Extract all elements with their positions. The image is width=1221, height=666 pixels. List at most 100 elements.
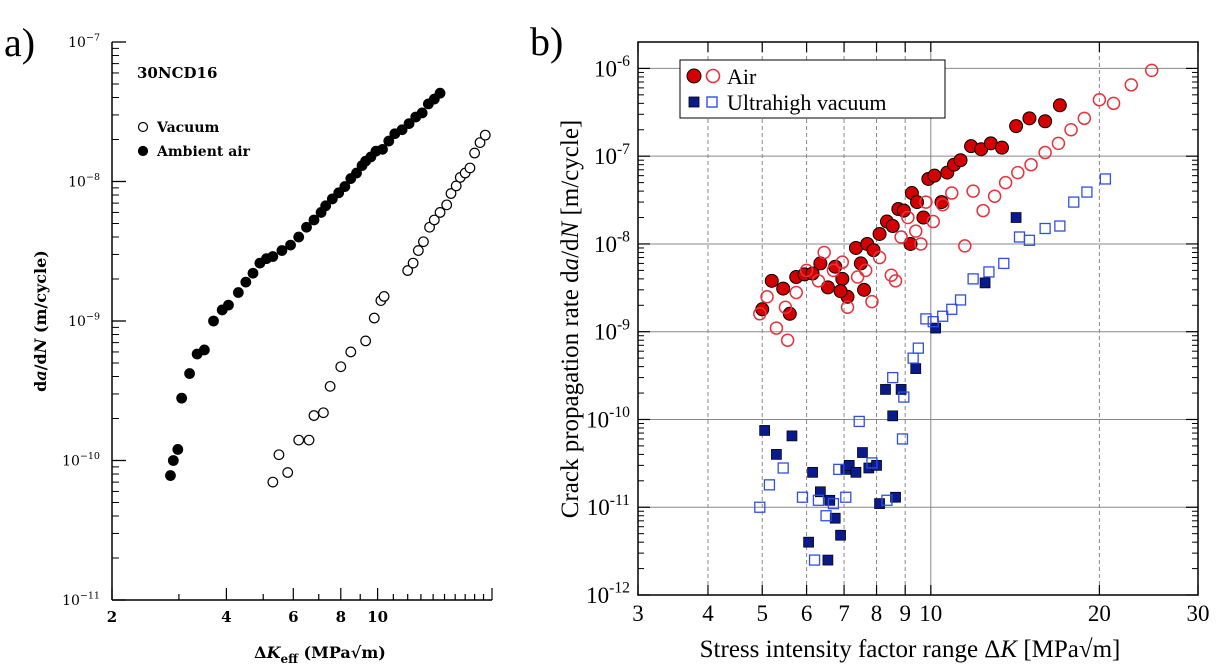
panel-a-point-vacuum: [418, 236, 429, 248]
panel-b-point-air-open: [850, 270, 865, 284]
panel-b-x-tick-label: 20: [1088, 601, 1111, 626]
panel-b-point-air-open: [1092, 92, 1107, 107]
panel-b-point-vacuum-filled: [829, 512, 841, 524]
panel-a-x-tick-label: 6: [288, 608, 298, 626]
panel-b-x-label: Stress intensity factor range ΔK [MPa√m]: [700, 636, 1121, 663]
panel-b-point-air-open: [998, 175, 1013, 190]
panel-b-point-air-open: [858, 263, 873, 278]
panel-b-point-air-open: [945, 186, 959, 200]
panel-a-point-ambient-air: [383, 135, 395, 147]
panel-b-point-air-open: [888, 274, 903, 288]
panel-b-point-vacuum-open: [1099, 173, 1112, 185]
panel-a-point-vacuum: [464, 162, 476, 174]
panel-a-letter: a): [4, 20, 35, 65]
panel-a-point-ambient-air: [232, 287, 244, 298]
panel-b-x-ticks: 3 4 5 6 7 8 9 10 20 30: [632, 42, 1210, 626]
panel-b-point-air-open: [909, 224, 923, 238]
panel-a-point-ambient-air: [176, 392, 188, 404]
panel-b-point-air-filled: [1022, 111, 1037, 126]
panel-b-y-tick-label: 10-10: [586, 404, 630, 432]
panel-b-point-air-filled: [872, 226, 887, 241]
panel-b-point-vacuum-filled: [786, 430, 798, 442]
panel-a-point-vacuum: [317, 407, 329, 419]
panel-a-point-vacuum: [345, 346, 357, 358]
panel-a-point-ambient-air: [293, 231, 305, 243]
panel-b-point-air-filled: [903, 236, 918, 251]
panel-b-point-vacuum-filled: [850, 466, 862, 478]
panel-b-point-air-open: [987, 189, 1002, 203]
panel-b-point-vacuum-open: [812, 494, 825, 506]
panel-b-point-vacuum-filled: [857, 447, 868, 458]
panel-b-point-vacuum-open: [998, 257, 1010, 270]
panel-b-point-air-filled: [953, 153, 968, 168]
panel-b-point-vacuum-open: [946, 303, 958, 315]
panel-b-point-vacuum-open: [763, 479, 776, 491]
panel-b-point-vacuum-filled: [759, 425, 771, 436]
panel-b-point-air-open: [1051, 136, 1066, 151]
panel-b-point-vacuum-open: [820, 510, 832, 522]
panel-a-point-vacuum: [267, 476, 279, 488]
panel-b-point-vacuum-filled: [930, 322, 941, 334]
panel-b-point-air-open: [1011, 165, 1025, 180]
panel-b-point-air-open: [789, 285, 803, 300]
panel-a-point-ambient-air: [416, 107, 428, 119]
panel-b-x-tick-label: 4: [702, 601, 714, 626]
panel-b-point-air-filled: [896, 203, 911, 218]
panel-a-x-tick-label: 10: [367, 608, 388, 626]
panel-b-point-air-open: [780, 333, 795, 347]
panel-b-point-air-open: [826, 263, 841, 278]
panel-b-point-vacuum-filled: [887, 410, 899, 422]
panel-a-y-tick-label: 10−7: [68, 33, 100, 51]
panel-b-point-vacuum-open: [1054, 220, 1066, 232]
panel-b-point-air-filled: [782, 306, 797, 321]
panel-b-point-vacuum-open: [777, 462, 789, 474]
panel-b-point-air-open: [1144, 63, 1159, 78]
panel-b-point-vacuum-open: [754, 501, 766, 513]
panel-b-point-air-filled: [833, 284, 848, 299]
panel-b-legend-vacuum: Ultrahigh vacuum: [727, 90, 886, 115]
panel-a-point-ambient-air: [377, 143, 388, 155]
panel-a-point-ambient-air: [285, 239, 296, 251]
panel-a-point-vacuum: [434, 207, 446, 218]
panel-a-x-tick-label: 4: [221, 608, 231, 626]
panel-b-point-air-filled: [1038, 114, 1053, 129]
panel-a-y-ticks: 10−7 10−8 10−9 10−10 10−11: [62, 33, 126, 609]
panel-a-point-ambient-air: [167, 455, 179, 466]
panel-b-point-vacuum-open: [1013, 231, 1026, 243]
panel-a-x-label: ΔKeff (MPa√m): [254, 643, 386, 666]
panel-a-legend-vacuum-marker: [137, 121, 149, 133]
panel-b-point-vacuum-filled: [1010, 212, 1022, 223]
panel-b-point-vacuum-open: [853, 415, 865, 428]
panel-b-point-air-open: [935, 197, 950, 212]
panel-a: a) 10−7 10−8 10−9 10−10 10−11 2 4 6 8 10 30NCD16…: [4, 20, 493, 666]
panel-b-point-vacuum-filled: [874, 498, 885, 509]
panel-a-point-vacuum: [282, 467, 294, 478]
panel-a-point-ambient-air: [434, 87, 446, 99]
panel-b-point-air-open: [840, 300, 855, 314]
panel-b-point-air-open: [1024, 157, 1038, 172]
panel-a-legend-vacuum: Vacuum: [156, 120, 220, 136]
panel-a-point-ambient-air: [396, 124, 408, 136]
panel-a-y-label: da/dN (m/cycle): [31, 250, 50, 392]
panel-b-point-air-filled: [857, 282, 872, 297]
panel-b-point-vacuum-filled: [815, 486, 826, 498]
panel-b-point-air-open: [919, 195, 933, 209]
panel-b-legend-air-filled-marker: [686, 68, 702, 84]
panel-b-legend-box: [679, 59, 946, 119]
panel-a-point-ambient-air: [276, 245, 288, 256]
panel-a-data-points: [165, 87, 491, 488]
panel-a-annotation: 30NCD16: [137, 64, 217, 82]
panel-a-legend-air: Ambient air: [156, 144, 251, 160]
panel-b-point-vacuum-open: [920, 313, 932, 325]
panel-b-point-air-open: [835, 255, 850, 269]
panel-a-point-ambient-air: [198, 344, 210, 356]
panel-b-point-vacuum-filled: [771, 449, 782, 460]
panel-b-x-tick-label: 10: [919, 601, 942, 626]
panel-a-point-vacuum: [479, 129, 491, 141]
panel-a-point-vacuum: [308, 410, 320, 421]
panel-b-point-vacuum-filled: [880, 384, 891, 395]
panel-a-x-ticks: 2 4 6 8 10: [107, 588, 493, 626]
panel-b-y-tick-label: 10-6: [594, 53, 630, 81]
